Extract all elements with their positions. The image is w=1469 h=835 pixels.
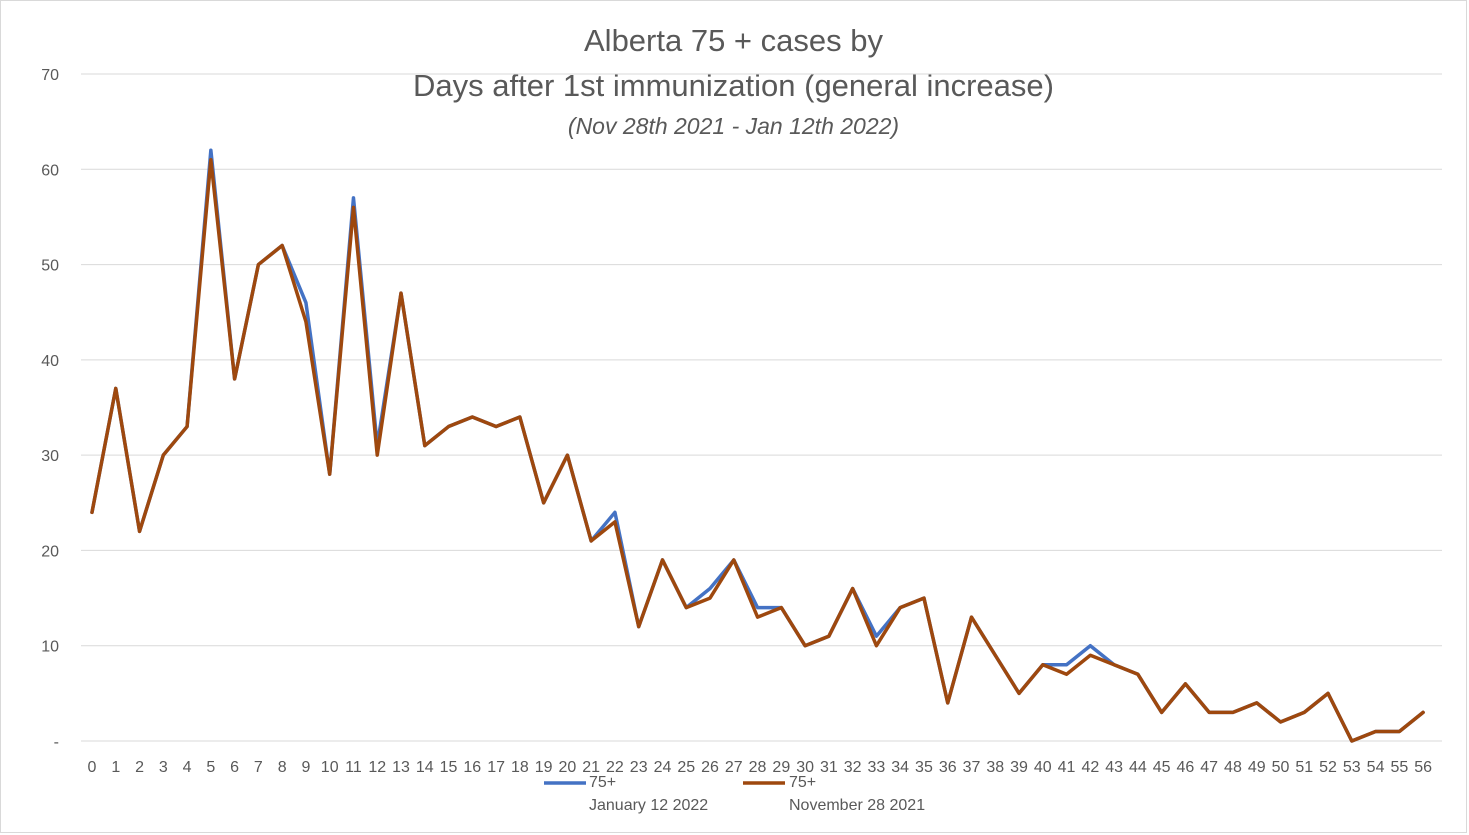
legend-sublabel-1: January 12 2022 xyxy=(589,797,708,814)
x-tick-label: 48 xyxy=(1224,759,1242,776)
x-tick-label: 33 xyxy=(868,759,886,776)
series-line-2 xyxy=(90,158,1425,743)
x-tick-label: 35 xyxy=(915,759,933,776)
y-tick-label: 10 xyxy=(41,639,59,656)
x-tick-label: 30 xyxy=(796,759,814,776)
x-tick-label: 1 xyxy=(111,759,120,776)
x-tick-label: 39 xyxy=(1010,759,1028,776)
x-tick-label: 21 xyxy=(582,759,600,776)
x-tick-label: 4 xyxy=(183,759,192,776)
y-tick-label: 50 xyxy=(41,258,59,275)
x-tick-label: 20 xyxy=(559,759,577,776)
x-tick-label: 50 xyxy=(1272,759,1290,776)
x-tick-label: 11 xyxy=(345,759,362,776)
x-tick-label: 32 xyxy=(844,759,862,776)
y-tick-label: 60 xyxy=(41,162,59,179)
x-tick-label: 12 xyxy=(368,759,386,776)
x-tick-label: 5 xyxy=(206,759,215,776)
x-tick-label: 40 xyxy=(1034,759,1052,776)
x-tick-label: 55 xyxy=(1390,759,1408,776)
x-tick-label: 56 xyxy=(1414,759,1432,776)
x-tick-label: 6 xyxy=(230,759,239,776)
x-tick-label: 0 xyxy=(88,759,97,776)
x-tick-label: 9 xyxy=(301,759,310,776)
x-tick-label: 3 xyxy=(159,759,168,776)
x-tick-label: 2 xyxy=(135,759,144,776)
x-tick-label: 42 xyxy=(1081,759,1099,776)
x-tick-label: 10 xyxy=(321,759,339,776)
x-tick-label: 17 xyxy=(487,759,505,776)
chart-subtitle: (Nov 28th 2021 - Jan 12th 2022) xyxy=(567,113,900,139)
chart-title-line-1: Alberta 75 + cases by xyxy=(584,23,883,58)
x-tick-label: 47 xyxy=(1200,759,1218,776)
y-tick-label: 40 xyxy=(41,353,59,370)
x-tick-label: 41 xyxy=(1058,759,1076,776)
x-tick-label: 38 xyxy=(986,759,1004,776)
x-tick-label: 23 xyxy=(630,759,648,776)
x-tick-label: 22 xyxy=(606,759,624,776)
gridlines xyxy=(81,73,1442,742)
x-tick-label: 43 xyxy=(1105,759,1123,776)
x-tick-label: 26 xyxy=(701,759,719,776)
x-tick-label: 51 xyxy=(1295,759,1313,776)
legend-label-2: 75+ xyxy=(789,774,816,791)
x-tick-label: 52 xyxy=(1319,759,1337,776)
x-tick-label: 16 xyxy=(463,759,481,776)
y-tick-label: 70 xyxy=(41,67,59,84)
x-tick-label: 34 xyxy=(891,759,909,776)
x-tick-label: 45 xyxy=(1153,759,1171,776)
y-axis-ticks: - 10 20 30 40 50 60 70 xyxy=(41,67,59,751)
legend-label-1: 75+ xyxy=(589,774,616,791)
x-tick-label: 46 xyxy=(1177,759,1195,776)
series-lines xyxy=(90,148,1425,743)
x-tick-label: 25 xyxy=(677,759,695,776)
x-tick-label: 28 xyxy=(749,759,767,776)
x-tick-label: 27 xyxy=(725,759,743,776)
x-tick-label: 18 xyxy=(511,759,529,776)
y-tick-label: - xyxy=(54,734,59,751)
x-tick-label: 24 xyxy=(654,759,672,776)
x-tick-label: 53 xyxy=(1343,759,1361,776)
x-axis-ticks: 0 1 2 3 4 5 6 7 8 9 10 11 12 13 14 15 16 17 18 19 20 21 22 23 24… xyxy=(88,759,1433,776)
x-tick-label: 15 xyxy=(440,759,458,776)
x-tick-label: 44 xyxy=(1129,759,1147,776)
x-tick-label: 29 xyxy=(772,759,790,776)
x-tick-label: 19 xyxy=(535,759,553,776)
x-tick-label: 14 xyxy=(416,759,434,776)
x-tick-label: 54 xyxy=(1367,759,1385,776)
y-tick-label: 30 xyxy=(41,448,59,465)
x-tick-label: 36 xyxy=(939,759,957,776)
x-tick-label: 13 xyxy=(392,759,410,776)
y-tick-label: 20 xyxy=(41,543,59,560)
x-tick-label: 49 xyxy=(1248,759,1266,776)
series-line-1 xyxy=(90,148,1425,743)
legend: 75+ January 12 2022 75+ November 28 2021 xyxy=(544,774,925,814)
x-tick-label: 31 xyxy=(820,759,838,776)
x-tick-label: 8 xyxy=(278,759,287,776)
x-tick-label: 7 xyxy=(254,759,263,776)
legend-sublabel-2: November 28 2021 xyxy=(789,797,925,814)
x-tick-label: 37 xyxy=(963,759,981,776)
